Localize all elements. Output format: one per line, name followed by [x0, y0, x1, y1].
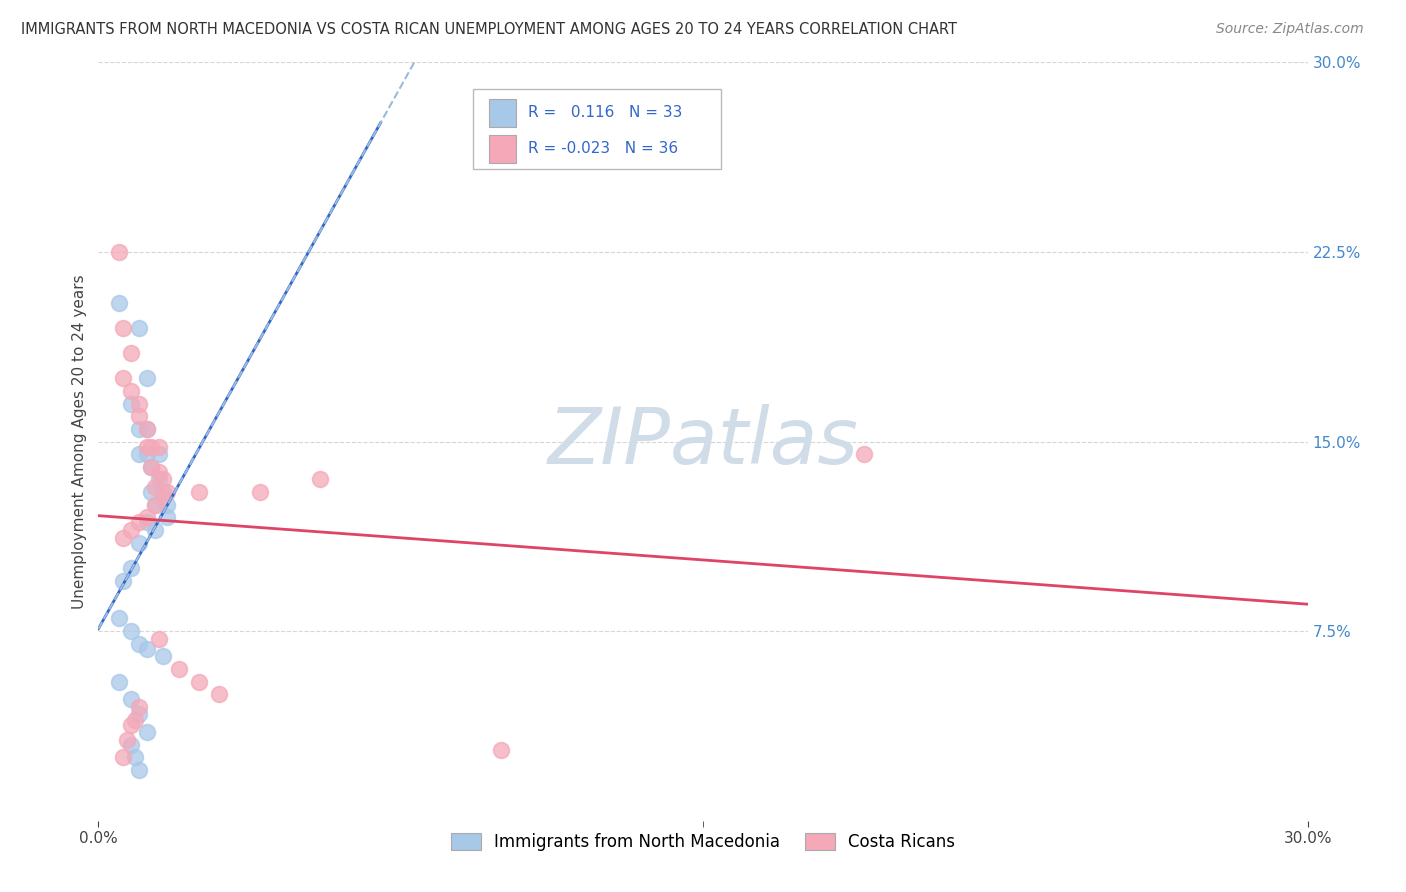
Point: [309, 473, 332, 487]
Y-axis label: Unemployment Among Ages 20 to 24 years: Unemployment Among Ages 20 to 24 years: [72, 274, 87, 609]
Point: [135, 725, 157, 739]
Point: [111, 531, 134, 545]
Point: [111, 371, 134, 385]
Point: [128, 763, 150, 777]
Point: [143, 498, 166, 512]
Point: [120, 384, 142, 398]
Point: [853, 447, 876, 461]
Point: [148, 447, 170, 461]
Point: [156, 485, 179, 500]
Legend: Immigrants from North Macedonia, Costa Ricans: Immigrants from North Macedonia, Costa R…: [444, 826, 962, 858]
Point: [107, 244, 129, 259]
Point: [143, 480, 166, 494]
Point: [139, 459, 162, 474]
Text: R =   0.116   N = 33: R = 0.116 N = 33: [527, 105, 682, 120]
Point: [135, 641, 157, 656]
Point: [143, 523, 166, 537]
Point: [128, 422, 150, 436]
Text: R = -0.023   N = 36: R = -0.023 N = 36: [527, 142, 678, 156]
Point: [135, 516, 157, 530]
Point: [111, 320, 134, 334]
Point: [152, 473, 174, 487]
Bar: [489, 98, 516, 128]
Point: [249, 485, 271, 500]
Point: [128, 320, 150, 334]
Point: [148, 632, 170, 646]
Point: [135, 371, 157, 385]
Point: [128, 409, 150, 424]
Point: [135, 447, 157, 461]
Point: [128, 535, 150, 549]
Bar: [489, 135, 516, 163]
Point: [128, 516, 150, 530]
Point: [156, 498, 179, 512]
Point: [111, 750, 134, 764]
Point: [188, 485, 211, 500]
Point: [120, 396, 142, 410]
Point: [491, 743, 513, 757]
Point: [120, 738, 142, 752]
Point: [148, 473, 170, 487]
Point: [139, 459, 162, 474]
Point: [128, 447, 150, 461]
Point: [128, 699, 150, 714]
Point: [124, 713, 146, 727]
Point: [148, 440, 170, 454]
Point: [188, 674, 211, 689]
Point: [139, 440, 162, 454]
Point: [135, 422, 157, 436]
Point: [208, 687, 231, 701]
Point: [156, 510, 179, 524]
Point: [167, 662, 190, 676]
Point: [135, 422, 157, 436]
Point: [128, 396, 150, 410]
Point: [148, 465, 170, 479]
Point: [135, 510, 157, 524]
Point: [120, 717, 142, 731]
Point: [120, 561, 142, 575]
Point: [128, 707, 150, 722]
Point: [107, 674, 129, 689]
Point: [128, 637, 150, 651]
Text: Source: ZipAtlas.com: Source: ZipAtlas.com: [1216, 22, 1364, 37]
Point: [107, 611, 129, 625]
Point: [107, 295, 129, 310]
Point: [111, 574, 134, 588]
Point: [152, 490, 174, 504]
Point: [120, 692, 142, 706]
Point: [120, 624, 142, 639]
Text: ZIPatlas: ZIPatlas: [547, 403, 859, 480]
Text: IMMIGRANTS FROM NORTH MACEDONIA VS COSTA RICAN UNEMPLOYMENT AMONG AGES 20 TO 24 : IMMIGRANTS FROM NORTH MACEDONIA VS COSTA…: [21, 22, 957, 37]
Point: [152, 485, 174, 500]
Point: [120, 346, 142, 360]
Point: [152, 649, 174, 664]
Point: [115, 732, 138, 747]
Point: [139, 485, 162, 500]
Point: [120, 523, 142, 537]
Point: [135, 440, 157, 454]
FancyBboxPatch shape: [474, 89, 721, 169]
Point: [124, 750, 146, 764]
Point: [143, 498, 166, 512]
